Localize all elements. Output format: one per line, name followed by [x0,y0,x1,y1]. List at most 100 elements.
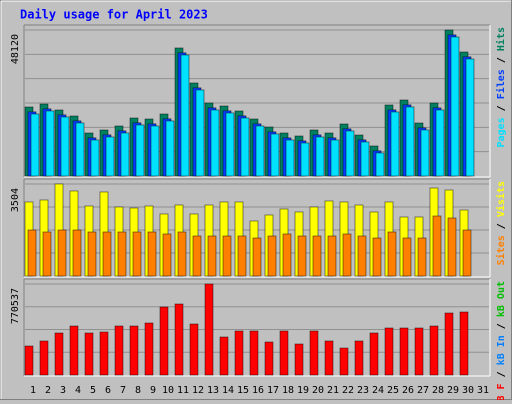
legend: Pages / Files / Hits [495,27,507,148]
bar [60,116,70,177]
bar [30,113,40,177]
bar [342,233,352,277]
bar [99,331,109,376]
x-tick-label: 21 [327,385,339,396]
x-tick-label: 20 [312,385,324,396]
bar [282,233,292,277]
bar [120,132,130,177]
legend: Sites / Visits [495,181,507,265]
bar [24,345,34,376]
legend-entry: kB In [496,335,507,365]
bar [267,235,277,277]
legend-entry: Pages [496,117,507,147]
bar [300,142,310,177]
x-tick-label: 6 [105,385,111,396]
bar [162,233,172,277]
bar [90,139,100,177]
bar [435,109,445,177]
bar [369,332,379,376]
x-tick-label: 14 [222,385,234,396]
x-tick-label: 9 [150,385,156,396]
legend-entry: kB Out [496,281,507,317]
bar [330,139,340,177]
y-tick-label: 770537 [10,288,21,324]
bar [72,229,82,277]
x-tick-label: 7 [120,385,126,396]
legend-entry: Sites [495,235,507,265]
x-tick-label: 3 [60,385,66,396]
bar [339,347,349,376]
bar [102,231,112,277]
bar [462,229,472,277]
x-tick-label: 24 [372,385,384,396]
x-tick-label: 30 [462,385,474,396]
x-tick-label: 13 [207,385,219,396]
bar [237,235,247,277]
x-tick-label: 29 [447,385,459,396]
legend-entry: Files [495,69,507,99]
bar [144,322,154,376]
bar [165,120,175,177]
bar [309,330,319,376]
x-tick-label: 31 [477,385,489,396]
x-tick-label: 10 [162,385,174,396]
bar [372,237,382,277]
bar [279,330,289,376]
legend-entry: Visits [495,181,507,217]
bar [195,89,205,177]
bar [384,327,394,376]
bar [399,327,409,376]
bar [459,311,469,376]
bar [210,109,220,177]
x-tick-label: 1 [30,385,36,396]
legend-separator: / [496,57,507,63]
x-tick-label: 22 [342,385,354,396]
legend-entry: kB F [496,383,507,400]
bar [324,340,334,376]
x-tick-label: 19 [297,385,309,396]
legend-entry: Hits [495,27,507,51]
bar [450,36,460,177]
x-tick-label: 18 [282,385,294,396]
bar [174,303,184,376]
bar [402,237,412,277]
bar [405,106,415,177]
bar [345,130,355,177]
bar [105,136,115,177]
bar [417,237,427,277]
bar [249,330,259,376]
y-tick-label: 3504 [10,188,21,212]
bar [315,136,325,177]
bar [390,111,400,177]
bar [177,231,187,277]
bar [219,336,229,376]
x-tick-label: 5 [90,385,96,396]
bar [39,340,49,376]
bar [204,283,214,376]
bar [225,112,235,177]
bar [84,332,94,376]
bar [150,125,160,177]
bar [264,341,274,376]
x-tick-label: 28 [432,385,444,396]
bar [375,152,385,177]
bar [312,235,322,277]
bar [159,306,169,376]
legend-separator: / [496,105,507,111]
x-tick-label: 12 [192,385,204,396]
bar [45,110,55,177]
bar [297,235,307,277]
x-tick-label: 17 [267,385,279,396]
legend-separator: / [496,223,507,229]
y-tick-label: 48120 [10,34,21,64]
chart-title: Daily usage for April 2023 [20,8,208,22]
bar [207,235,217,277]
bar [444,312,454,376]
bar [447,217,457,277]
bar [54,332,64,376]
bar [429,325,439,376]
bar [420,129,430,177]
bar [360,141,370,177]
bar [27,229,37,277]
x-tick-label: 11 [177,385,189,396]
